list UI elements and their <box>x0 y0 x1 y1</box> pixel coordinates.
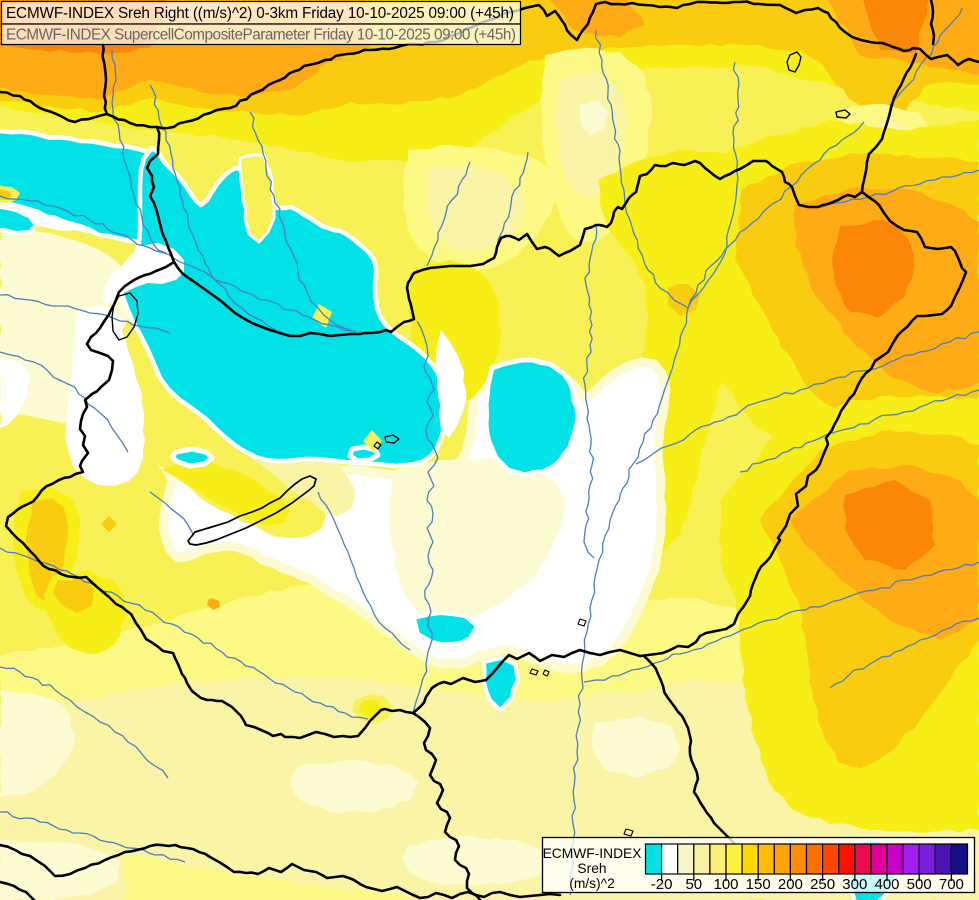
svg-text:-20: -20 <box>651 876 673 893</box>
svg-text:150: 150 <box>746 876 771 893</box>
svg-text:500: 500 <box>907 876 932 893</box>
svg-text:100: 100 <box>713 876 738 893</box>
svg-text:300: 300 <box>842 876 867 893</box>
svg-text:(m/s)^2: (m/s)^2 <box>569 876 615 891</box>
svg-text:700: 700 <box>939 876 964 893</box>
svg-text:250: 250 <box>810 876 835 893</box>
svg-text:ECMWF-INDEX Sreh Right ((m/s)^: ECMWF-INDEX Sreh Right ((m/s)^2) 0-3km F… <box>6 5 514 22</box>
svg-text:200: 200 <box>778 876 803 893</box>
svg-text:Sreh: Sreh <box>577 861 606 876</box>
svg-text:ECMWF-INDEX: ECMWF-INDEX <box>543 846 642 861</box>
svg-text:400: 400 <box>874 876 899 893</box>
svg-text:ECMWF-INDEX SupercellComposite: ECMWF-INDEX SupercellCompositeParameter … <box>6 27 516 44</box>
svg-text:50: 50 <box>685 876 702 893</box>
